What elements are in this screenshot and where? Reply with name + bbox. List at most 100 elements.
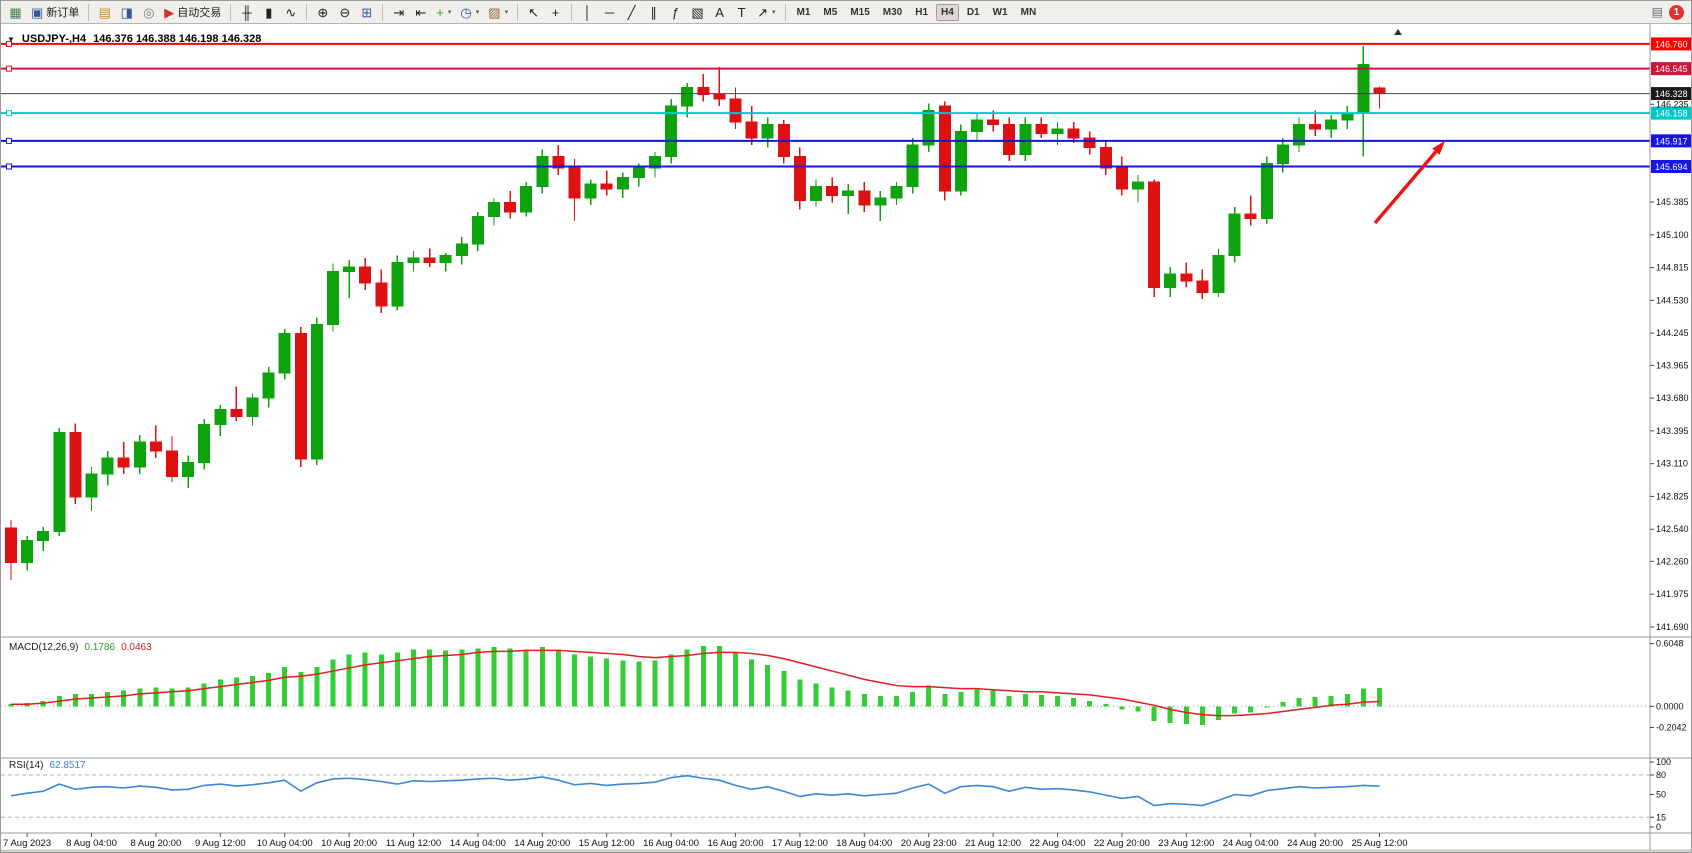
shapes-button[interactable]: ▧ xyxy=(687,3,708,22)
crosshair-button[interactable]: + xyxy=(545,3,566,22)
fibonacci-button[interactable]: ƒ xyxy=(665,3,686,22)
candle xyxy=(810,179,822,208)
macd-bar xyxy=(716,646,722,707)
arrow-annotation[interactable] xyxy=(1373,150,1438,225)
price-axis-label: 146.235 xyxy=(1656,99,1689,109)
candle xyxy=(375,269,388,313)
macd-bar xyxy=(233,677,239,707)
candle xyxy=(391,255,404,311)
price-axis-label: 143.680 xyxy=(1656,393,1689,403)
candle-body xyxy=(1196,280,1209,293)
candle-body xyxy=(793,156,806,201)
timeframe-m30-button[interactable]: M30 xyxy=(882,6,903,18)
candle-body xyxy=(987,119,1000,125)
candle xyxy=(1180,262,1193,288)
text-label-button[interactable]: T xyxy=(731,3,752,22)
zoom-in-button[interactable]: ⊕ xyxy=(312,3,333,22)
new-chart-button[interactable]: ▦ xyxy=(5,3,26,22)
macd-bar xyxy=(1360,688,1366,707)
line-chart-button[interactable]: ∿ xyxy=(280,3,301,22)
candle-body xyxy=(230,409,243,418)
macd-bar xyxy=(1103,704,1109,707)
timeframe-h1-button[interactable]: H1 xyxy=(915,6,929,18)
timeframe-m5-button[interactable]: M5 xyxy=(823,6,838,18)
tile-windows-button[interactable]: ⊞ xyxy=(356,3,377,22)
channel-button[interactable]: ∥ xyxy=(643,3,664,22)
scroll-marker-icon[interactable] xyxy=(1394,29,1402,35)
periods-button[interactable]: ◷ ▾ xyxy=(456,3,483,22)
chart-menu-icon[interactable]: ▼ xyxy=(7,34,15,44)
price-axis-label: 145.100 xyxy=(1656,230,1689,240)
line-handle[interactable] xyxy=(6,65,12,72)
macd-bar xyxy=(89,693,94,707)
timeframe-m15-button[interactable]: M15 xyxy=(850,6,870,18)
macd-bar xyxy=(282,666,288,707)
cursor-button[interactable]: ↖ xyxy=(523,3,544,22)
macd-bar xyxy=(346,654,352,707)
auto-trading-button[interactable]: ▶ 自动交易 xyxy=(160,3,225,22)
timeframe-w1-button[interactable]: W1 xyxy=(992,6,1008,18)
charts-button[interactable]: ▤ xyxy=(94,3,115,22)
new-order-label: 新订单 xyxy=(46,7,80,19)
candle xyxy=(407,250,420,272)
price-tag xyxy=(1651,134,1691,148)
macd-bar xyxy=(378,654,384,707)
candle-body xyxy=(198,424,211,463)
timeframe-mn-button[interactable]: MN xyxy=(1020,6,1037,18)
candle-body xyxy=(504,202,517,213)
price-tag xyxy=(1651,87,1691,101)
line-handle[interactable] xyxy=(6,40,12,47)
macd-bar xyxy=(459,649,465,707)
price-tag-label: 146.545 xyxy=(1655,64,1688,74)
bar-chart-button[interactable]: ╫ xyxy=(236,3,257,22)
line-handle[interactable] xyxy=(6,110,12,117)
candle-body xyxy=(37,531,50,542)
candle xyxy=(85,467,98,511)
candle xyxy=(455,237,468,265)
notification-badge[interactable]: 1 xyxy=(1669,4,1684,20)
toolbar-separator xyxy=(382,3,384,21)
timeframe-h4-button[interactable]: H4 xyxy=(936,3,959,21)
price-tag-label: 145.917 xyxy=(1655,136,1688,146)
zoom-out-button[interactable]: ⊖ xyxy=(334,3,355,22)
chart-canvas[interactable]: 146.760 146.545 146.328 146.158 145.917 145.6… xyxy=(1,24,1692,853)
arrows-button[interactable]: ↗ ▾ xyxy=(753,3,779,22)
vertical-line-button[interactable]: │ xyxy=(577,3,598,22)
market-watch-button[interactable]: ◨ xyxy=(116,3,137,22)
candle xyxy=(713,66,726,106)
templates-button[interactable]: ▨ ▾ xyxy=(484,3,512,22)
new-order-button[interactable]: ▣ 新订单 xyxy=(27,3,83,22)
macd-bar xyxy=(1022,693,1028,707)
candle xyxy=(1341,106,1354,129)
macd-bar xyxy=(185,687,191,707)
macd-bar xyxy=(604,658,610,707)
candle xyxy=(568,158,581,221)
candle xyxy=(922,103,935,152)
chart-mini-icon[interactable]: ▤ xyxy=(1651,5,1663,19)
bottom-scrollbar[interactable] xyxy=(1,849,1692,853)
macd-bar xyxy=(105,691,111,707)
candlestick-chart-button[interactable]: ▮ xyxy=(258,3,279,22)
auto-scroll-button[interactable]: ⇥ xyxy=(388,3,409,22)
line-handle[interactable] xyxy=(6,163,12,170)
candle xyxy=(1148,179,1161,297)
candle-body xyxy=(858,190,871,206)
trendline-button[interactable]: ╱ xyxy=(621,3,642,22)
macd-bar xyxy=(1167,706,1173,723)
candle-body xyxy=(149,441,162,452)
indicators-button[interactable]: + ▾ xyxy=(432,3,455,22)
rsi-axis-label: 80 xyxy=(1656,770,1666,780)
data-window-button[interactable]: ◎ xyxy=(138,3,159,22)
timeframe-d1-button[interactable]: D1 xyxy=(966,6,980,18)
text-button[interactable]: A xyxy=(709,3,730,22)
candle-body xyxy=(713,94,726,100)
line-handle[interactable] xyxy=(6,137,12,144)
candle xyxy=(842,184,855,215)
price-tag xyxy=(1651,62,1691,76)
rsi-value: 62.8517 xyxy=(49,760,86,771)
macd-bar xyxy=(1038,694,1044,707)
horizontal-line-button[interactable]: ─ xyxy=(599,3,620,22)
chart-shift-button[interactable]: ⇤ xyxy=(410,3,431,22)
candle-body xyxy=(971,119,983,132)
timeframe-m1-button[interactable]: M1 xyxy=(796,6,811,18)
